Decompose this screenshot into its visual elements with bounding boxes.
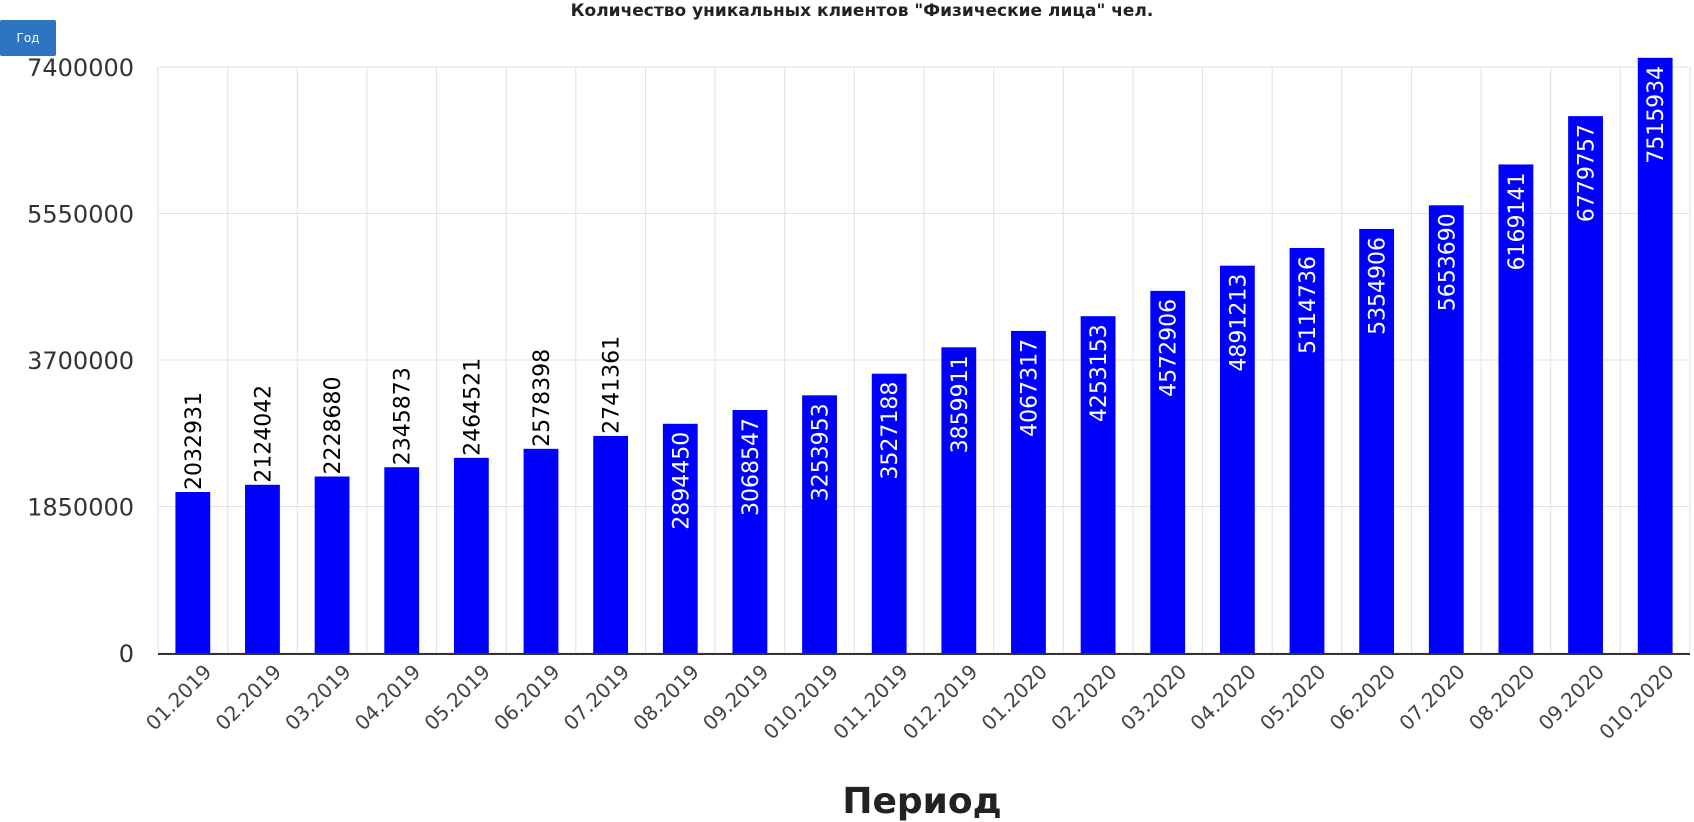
year-button[interactable]: Год <box>0 20 56 56</box>
x-axis-ticks: 01.201902.201903.201904.201905.201906.20… <box>141 660 1679 744</box>
data-label: 6169141 <box>1505 172 1530 270</box>
data-label: 5114736 <box>1296 256 1321 354</box>
data-label: 2578398 <box>530 349 555 447</box>
bar <box>1498 164 1534 653</box>
bar <box>941 347 977 653</box>
data-label: 2124042 <box>251 385 276 483</box>
x-tick-label: 04.2020 <box>1185 660 1260 735</box>
x-tick-label: 07.2019 <box>559 660 634 735</box>
x-tick-label: 02.2019 <box>211 660 286 735</box>
bar <box>1289 247 1325 653</box>
y-tick-label: 0 <box>119 640 134 668</box>
data-label: 3253953 <box>809 403 834 501</box>
x-tick-label: 010.2020 <box>1594 660 1678 744</box>
bar <box>384 467 420 653</box>
x-tick-label: 05.2020 <box>1255 660 1330 735</box>
x-tick-label: 03.2020 <box>1116 660 1191 735</box>
data-label: 4067317 <box>1017 339 1042 437</box>
x-tick-label: 07.2020 <box>1394 660 1469 735</box>
x-axis-title: Период <box>842 781 1002 822</box>
bar <box>523 448 559 653</box>
bar <box>1219 265 1255 653</box>
bar <box>1637 57 1673 654</box>
bar <box>662 423 698 653</box>
y-tick-label: 5550000 <box>27 201 134 229</box>
x-tick-label: 012.2019 <box>898 660 982 744</box>
data-label: 5653690 <box>1435 213 1460 311</box>
bar <box>871 373 907 653</box>
chart-title: Количество уникальных клиентов "Физическ… <box>570 1 1154 21</box>
y-tick-label: 1850000 <box>27 494 134 522</box>
data-label: 2228680 <box>321 377 346 475</box>
x-tick-label: 03.2019 <box>280 660 355 735</box>
bar <box>802 395 837 653</box>
bar <box>1568 116 1603 654</box>
bar <box>453 457 489 653</box>
bar <box>1080 316 1116 653</box>
bar <box>1428 205 1464 653</box>
x-tick-label: 011.2019 <box>828 660 912 744</box>
x-tick-label: 08.2019 <box>628 660 703 735</box>
bar <box>1359 228 1395 653</box>
data-label: 6779757 <box>1575 124 1600 222</box>
y-tick-label: 3700000 <box>27 347 134 375</box>
data-label: 4572906 <box>1157 299 1182 397</box>
x-tick-label: 05.2019 <box>419 660 494 735</box>
bar <box>732 410 768 653</box>
data-label: 4253153 <box>1087 324 1112 422</box>
data-label: 3527188 <box>878 382 903 480</box>
x-tick-label: 010.2019 <box>759 660 843 744</box>
data-label: 3068547 <box>739 418 764 516</box>
x-tick-label: 06.2020 <box>1325 660 1400 735</box>
bar <box>314 476 350 653</box>
data-label: 5354906 <box>1366 237 1391 335</box>
bar <box>1150 290 1186 653</box>
bar <box>1011 330 1046 653</box>
data-label: 4891213 <box>1226 274 1251 372</box>
x-tick-label: 01.2020 <box>977 660 1052 735</box>
data-labels: 2032931 2124042 2228680 2345873 2464521 25783… <box>182 66 1669 530</box>
data-label: 3859911 <box>948 355 973 453</box>
data-label: 2894450 <box>669 432 694 530</box>
x-tick-label: 08.2020 <box>1464 660 1539 735</box>
bars <box>175 57 1673 654</box>
x-tick-label: 02.2020 <box>1046 660 1121 735</box>
y-tick-label: 7400000 <box>27 54 134 82</box>
data-label: 2032931 <box>182 392 207 490</box>
data-label: 7515934 <box>1644 66 1669 164</box>
data-label: 2741361 <box>600 336 625 434</box>
bar <box>175 492 211 653</box>
bar <box>245 484 280 653</box>
x-tick-label: 04.2019 <box>350 660 425 735</box>
y-axis-ticks: 0 1850000 3700000 5550000 7400000 <box>27 54 134 668</box>
x-tick-label: 06.2019 <box>489 660 564 735</box>
data-label: 2345873 <box>391 367 416 465</box>
x-tick-label: 01.2019 <box>141 660 216 735</box>
bar <box>593 435 629 653</box>
data-label: 2464521 <box>460 358 485 456</box>
